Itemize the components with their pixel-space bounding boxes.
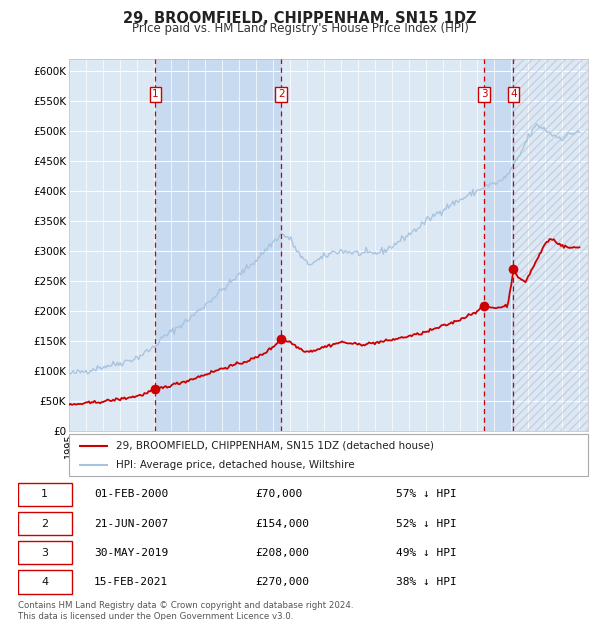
Bar <box>155 59 281 431</box>
Text: Contains HM Land Registry data © Crown copyright and database right 2024.
This d: Contains HM Land Registry data © Crown c… <box>18 601 353 620</box>
FancyBboxPatch shape <box>18 541 71 564</box>
Text: £270,000: £270,000 <box>255 577 309 587</box>
FancyBboxPatch shape <box>18 483 71 506</box>
Text: 52% ↓ HPI: 52% ↓ HPI <box>396 518 457 529</box>
Text: 29, BROOMFIELD, CHIPPENHAM, SN15 1DZ: 29, BROOMFIELD, CHIPPENHAM, SN15 1DZ <box>123 11 477 26</box>
Text: 2: 2 <box>41 518 49 529</box>
Text: 1: 1 <box>41 489 48 500</box>
Text: 21-JUN-2007: 21-JUN-2007 <box>94 518 169 529</box>
Text: 01-FEB-2000: 01-FEB-2000 <box>94 489 169 500</box>
Bar <box>484 59 514 431</box>
Text: 29, BROOMFIELD, CHIPPENHAM, SN15 1DZ (detached house): 29, BROOMFIELD, CHIPPENHAM, SN15 1DZ (de… <box>116 441 434 451</box>
Text: 30-MAY-2019: 30-MAY-2019 <box>94 547 169 558</box>
Text: £70,000: £70,000 <box>255 489 302 500</box>
Text: 38% ↓ HPI: 38% ↓ HPI <box>396 577 457 587</box>
Text: Price paid vs. HM Land Registry's House Price Index (HPI): Price paid vs. HM Land Registry's House … <box>131 22 469 35</box>
FancyBboxPatch shape <box>18 512 71 535</box>
Text: 57% ↓ HPI: 57% ↓ HPI <box>396 489 457 500</box>
Text: 49% ↓ HPI: 49% ↓ HPI <box>396 547 457 558</box>
FancyBboxPatch shape <box>69 434 588 476</box>
Text: HPI: Average price, detached house, Wiltshire: HPI: Average price, detached house, Wilt… <box>116 460 355 470</box>
Text: 4: 4 <box>41 577 49 587</box>
Text: 15-FEB-2021: 15-FEB-2021 <box>94 577 169 587</box>
Text: 2: 2 <box>278 89 284 99</box>
Text: £154,000: £154,000 <box>255 518 309 529</box>
Text: £208,000: £208,000 <box>255 547 309 558</box>
Text: 3: 3 <box>481 89 488 99</box>
Text: 3: 3 <box>41 547 48 558</box>
FancyBboxPatch shape <box>18 570 71 593</box>
Text: 4: 4 <box>510 89 517 99</box>
Text: 1: 1 <box>152 89 159 99</box>
